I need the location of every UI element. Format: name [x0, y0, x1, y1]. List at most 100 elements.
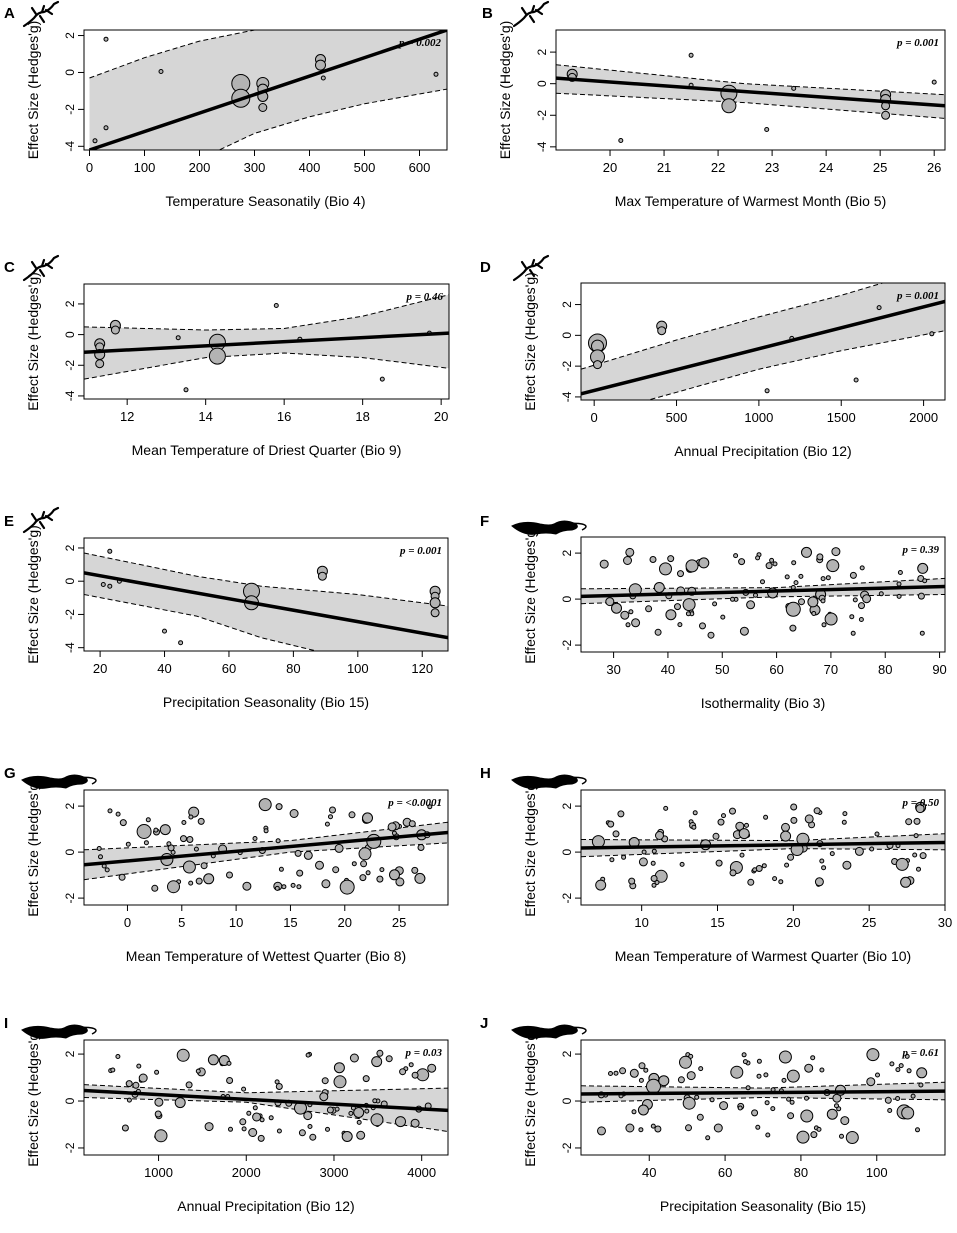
data-point: [356, 1119, 362, 1125]
data-point: [713, 1123, 723, 1133]
x-tick-label: 24: [819, 160, 833, 175]
y-tick-label: 0: [63, 848, 77, 855]
data-point: [755, 1124, 761, 1130]
data-point: [334, 843, 344, 853]
data-point: [362, 812, 373, 824]
x-tick-label: 1000: [144, 1165, 173, 1180]
y-tick-label: 2: [63, 544, 77, 551]
data-point: [763, 814, 769, 820]
data-point: [252, 1112, 262, 1122]
x-tick-label: 25: [862, 915, 876, 930]
y-tick-label: 0: [560, 848, 574, 855]
data-point: [789, 1099, 795, 1105]
data-point: [747, 878, 755, 886]
data-point: [654, 1125, 662, 1133]
data-point: [145, 817, 151, 823]
data-point: [118, 873, 126, 881]
data-point: [692, 810, 698, 816]
lizard-icon: [22, 254, 60, 282]
data-point: [719, 1101, 729, 1111]
data-point: [787, 853, 795, 861]
y-tick-label: -4: [63, 390, 77, 401]
band-upper-line: [84, 294, 449, 331]
data-point: [125, 841, 131, 847]
data-point: [429, 597, 441, 609]
data-point: [916, 1067, 928, 1079]
data-point: [607, 820, 615, 828]
data-point: [769, 557, 775, 563]
band-lower-line: [84, 842, 448, 881]
data-point: [853, 377, 859, 383]
data-point: [916, 866, 921, 872]
data-point: [900, 876, 912, 888]
data-point: [364, 1108, 370, 1114]
data-point: [315, 59, 326, 71]
x-tick-label: 70: [824, 662, 838, 677]
data-point: [395, 1116, 406, 1128]
x-axis-label: Annual Precipitation (Bio 12): [177, 1198, 354, 1214]
data-point: [637, 1104, 649, 1116]
data-point: [849, 571, 857, 579]
data-point: [929, 331, 935, 337]
band-upper-line: [581, 577, 945, 590]
data-point: [321, 879, 331, 889]
data-point: [717, 818, 725, 826]
confidence-band: [84, 553, 448, 651]
data-point: [263, 828, 269, 834]
data-point: [115, 1054, 121, 1059]
data-point: [410, 1118, 420, 1128]
data-point: [372, 1098, 378, 1104]
data-point: [739, 852, 745, 858]
data-point: [631, 1109, 637, 1115]
x-tick-label: 1500: [827, 410, 856, 425]
data-point: [185, 1081, 193, 1089]
data-point: [901, 1106, 915, 1120]
data-point: [655, 831, 664, 840]
data-point: [207, 1054, 219, 1066]
y-tick-label: 0: [63, 1097, 77, 1104]
data-point: [176, 1048, 190, 1062]
panel-letter: B: [482, 5, 493, 22]
data-point: [712, 832, 720, 840]
data-point: [208, 347, 226, 365]
data-point: [786, 1069, 800, 1083]
data-point: [162, 628, 167, 634]
data-point: [119, 819, 127, 827]
data-point: [125, 1080, 133, 1088]
data-point: [709, 1097, 715, 1103]
data-point: [371, 1056, 383, 1068]
y-tick-label: 2: [63, 32, 77, 39]
data-point: [193, 846, 199, 852]
y-tick-label: -2: [63, 609, 77, 620]
panel-C: 12 14 16 18 20 -4 -2 0 2 p = 0.46 Mean Temperature…: [4, 254, 450, 458]
data-point: [379, 376, 385, 382]
x-tick-label: 0: [86, 160, 93, 175]
data-point: [682, 1096, 696, 1110]
data-point: [826, 559, 840, 573]
data-point: [356, 1130, 366, 1140]
data-point: [625, 547, 635, 557]
y-tick-label: 2: [63, 300, 77, 307]
data-point: [619, 1067, 627, 1075]
data-point: [784, 574, 790, 580]
data-point: [858, 617, 864, 622]
data-point: [252, 836, 258, 841]
gecko-icon: [21, 774, 88, 789]
x-tick-label: 30: [606, 662, 620, 677]
plot-frame: [83, 537, 449, 652]
data-point: [399, 1068, 407, 1076]
data-point: [226, 1060, 232, 1066]
data-point: [628, 877, 636, 885]
x-axis-label: Isothermality (Bio 3): [701, 695, 825, 711]
data-point: [203, 873, 215, 885]
data-point: [781, 1077, 787, 1083]
x-tick-label: 5: [178, 915, 185, 930]
x-axis-label: Temperature Seasonatily (Bio 4): [166, 193, 366, 209]
data-point: [430, 608, 440, 618]
data-point: [166, 841, 172, 847]
data-point: [188, 880, 194, 886]
data-point: [625, 622, 631, 628]
data-point: [918, 1082, 924, 1088]
data-point: [821, 865, 827, 871]
data-point: [366, 833, 382, 849]
